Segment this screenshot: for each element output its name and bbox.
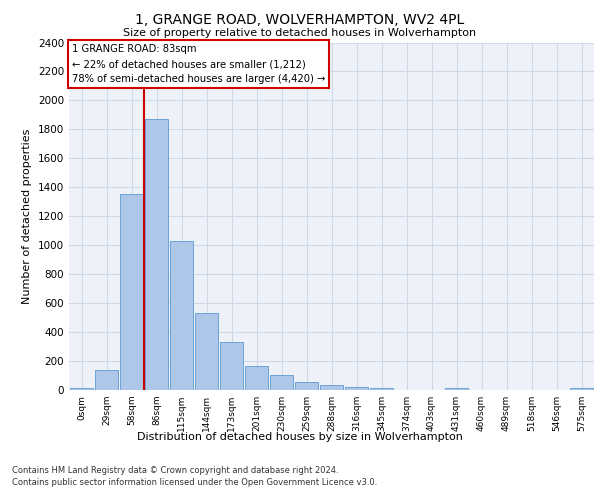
Bar xyxy=(170,241,193,390)
Bar xyxy=(295,382,318,390)
Text: Contains HM Land Registry data © Crown copyright and database right 2024.: Contains HM Land Registry data © Crown c… xyxy=(12,466,338,475)
Bar xyxy=(445,388,468,390)
Bar xyxy=(570,388,593,390)
Bar xyxy=(95,370,118,390)
Bar xyxy=(270,375,293,390)
Bar xyxy=(370,388,393,390)
Bar xyxy=(70,388,93,390)
Text: Contains public sector information licensed under the Open Government Licence v3: Contains public sector information licen… xyxy=(12,478,377,487)
Bar xyxy=(145,119,168,390)
Bar xyxy=(220,342,243,390)
Text: Distribution of detached houses by size in Wolverhampton: Distribution of detached houses by size … xyxy=(137,432,463,442)
Bar xyxy=(195,312,218,390)
Bar xyxy=(345,387,368,390)
Text: Size of property relative to detached houses in Wolverhampton: Size of property relative to detached ho… xyxy=(124,28,476,38)
Text: 1 GRANGE ROAD: 83sqm
← 22% of detached houses are smaller (1,212)
78% of semi-de: 1 GRANGE ROAD: 83sqm ← 22% of detached h… xyxy=(71,44,325,84)
Bar xyxy=(120,194,143,390)
Y-axis label: Number of detached properties: Number of detached properties xyxy=(22,128,32,304)
Bar xyxy=(245,366,268,390)
Bar xyxy=(320,385,343,390)
Text: 1, GRANGE ROAD, WOLVERHAMPTON, WV2 4PL: 1, GRANGE ROAD, WOLVERHAMPTON, WV2 4PL xyxy=(136,12,464,26)
